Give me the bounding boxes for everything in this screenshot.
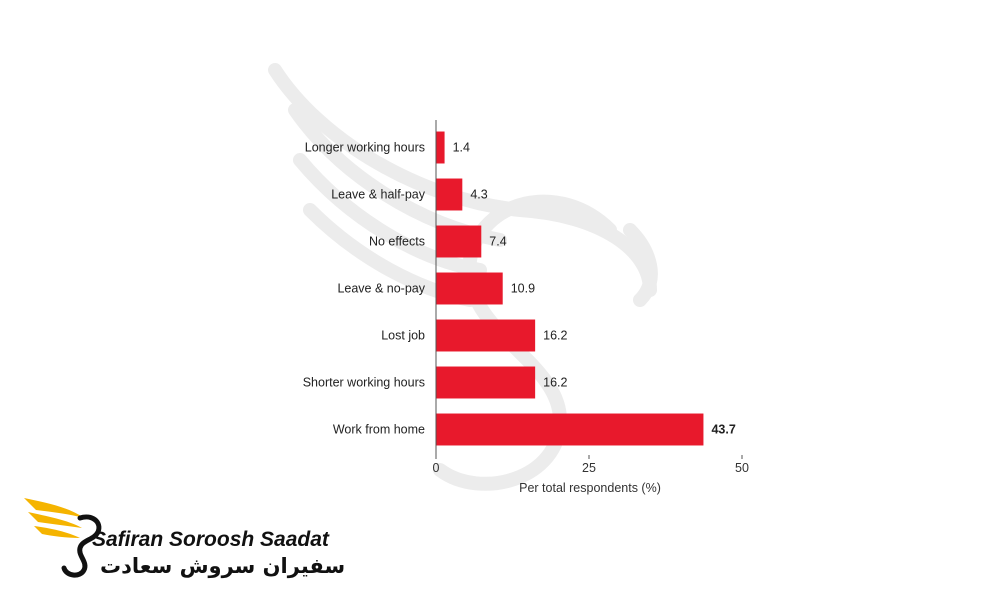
x-axis-title: Per total respondents (%) <box>519 481 661 495</box>
category-label: Shorter working hours <box>303 376 425 390</box>
bar <box>436 272 503 305</box>
category-label: No effects <box>369 235 425 249</box>
bar <box>436 225 482 258</box>
x-tick-label: 50 <box>735 461 749 475</box>
value-labels: 1.4 4.3 7.4 10.9 16.2 16.2 43.7 <box>453 141 736 437</box>
value-label: 16.2 <box>543 329 567 343</box>
category-label: Work from home <box>333 423 425 437</box>
value-label: 43.7 <box>711 423 735 437</box>
category-label: Longer working hours <box>305 141 425 155</box>
logo-name-english: Safiran Soroosh Saadat <box>92 528 329 551</box>
bars-group <box>436 131 704 446</box>
company-logo: Safiran Soroosh Saadat سفیران سروش سعادت <box>22 492 345 584</box>
value-label: 16.2 <box>543 376 567 390</box>
value-label: 4.3 <box>470 188 487 202</box>
bar <box>436 131 445 164</box>
value-label: 1.4 <box>453 141 470 155</box>
x-tick-label: 25 <box>582 461 596 475</box>
category-labels: Longer working hours Leave & half-pay No e… <box>303 141 426 437</box>
bar <box>436 366 536 399</box>
x-axis: 0 25 50 <box>433 120 749 475</box>
x-tick-label: 0 <box>433 461 440 475</box>
logo-name-persian: سفیران سروش سعادت <box>100 554 346 578</box>
bar <box>436 413 704 446</box>
bar <box>436 178 463 211</box>
value-label: 10.9 <box>511 282 535 296</box>
value-label: 7.4 <box>489 235 506 249</box>
category-label: Lost job <box>381 329 425 343</box>
category-label: Leave & half-pay <box>331 188 426 202</box>
wing-logo-icon <box>24 498 102 578</box>
bar <box>436 319 536 352</box>
category-label: Leave & no-pay <box>337 282 425 296</box>
